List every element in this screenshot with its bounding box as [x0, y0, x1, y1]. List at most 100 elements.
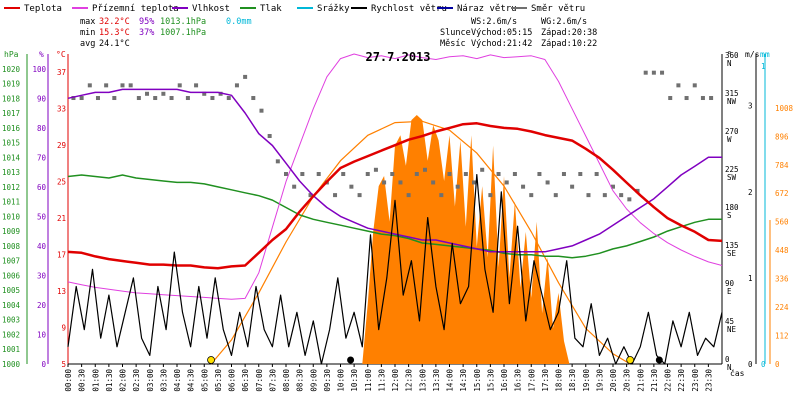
wind-direction-point [95, 96, 100, 101]
wind-direction-point [545, 180, 550, 185]
time-tick-label: 15:00 [473, 369, 482, 392]
wind-direction-point [643, 70, 648, 75]
wind-direction-point [373, 167, 378, 172]
humidity-axis-unit: % [39, 50, 44, 59]
humidity-line [67, 88, 722, 253]
direction-tick-label: SW [727, 173, 737, 182]
stat-moon-label: Měsíc [440, 39, 466, 49]
pressure-tick-label: 1016 [2, 124, 21, 133]
wind-direction-point [627, 197, 632, 202]
direction-tick-value: 180 [725, 203, 739, 212]
solar-tick-label: 672 [775, 189, 789, 198]
pressure-tick-label: 1019 [2, 80, 20, 89]
ground-temperature-line [67, 53, 723, 300]
pressure-tick-label: 1004 [2, 301, 21, 310]
pressure-tick-label: 1003 [2, 316, 20, 325]
stat-max-hum: 95% [139, 17, 154, 27]
wind-direction-point [259, 108, 264, 113]
wind-direction-point [521, 184, 526, 189]
legend-label: Náraz větru [457, 4, 517, 14]
wind-direction-point [414, 172, 419, 177]
wind-direction-point [602, 193, 607, 198]
wind-direction-point [406, 193, 411, 198]
wind-tick-label: 1 [748, 274, 753, 283]
temperature-tick-label: 9 [61, 324, 66, 333]
time-tick-label: 00:30 [78, 369, 87, 392]
direction-tick-label: NW [727, 97, 737, 106]
chart-title: 27.7.2013 [365, 50, 430, 64]
stat-max-temp: 32.2°C [99, 17, 130, 27]
wind-axis-unit: m/s [745, 50, 760, 59]
theoretical-solar-curve [210, 120, 631, 365]
stat-wg: WG:2.6m/s [541, 17, 587, 27]
temperature-tick-label: 13 [57, 287, 66, 296]
rain-tick-label: 1 [761, 62, 766, 71]
solar-tick-label: 336 [775, 275, 789, 284]
direction-tick-label: S [727, 211, 732, 220]
direction-tick-label: N [727, 59, 732, 68]
direction-tick-value: 90 [725, 279, 735, 288]
solar-tick-label: 1008 [775, 104, 794, 113]
humidity-tick-label: 10 [37, 330, 47, 339]
stat-moon-set: Západ:10:22 [541, 39, 597, 49]
time-tick-label: 04:00 [173, 369, 182, 392]
pressure-tick-label: 1007 [2, 257, 20, 266]
time-tick-label: 09:00 [309, 369, 318, 392]
stat-ws: WS:2.6m/s [471, 17, 517, 27]
wind-direction-point [341, 172, 346, 177]
time-tick-label: 17:00 [527, 369, 536, 392]
wind-direction-point [243, 74, 248, 79]
wind-direction-point [136, 96, 141, 101]
wind-tick-label: 0 [748, 360, 753, 369]
legend-label: Rychlost větru [371, 4, 447, 14]
solar-tick-label: 896 [775, 132, 789, 141]
direction-tick-label: E [727, 287, 732, 296]
wind-direction-point [308, 193, 313, 198]
direction-tick-value: 360 [725, 51, 739, 60]
wind-direction-point [684, 96, 689, 101]
temperature-tick-label: 21 [57, 214, 66, 223]
pressure-tick-label: 1017 [2, 109, 20, 118]
wind-direction-point [472, 180, 477, 185]
wind-direction-point [488, 193, 493, 198]
wind-direction-point [619, 193, 624, 198]
solar-tick-label: 560 [775, 218, 789, 227]
wind-direction-point [431, 180, 436, 185]
humidity-tick-label: 50 [37, 212, 47, 221]
legend-label: Vlhkost [192, 4, 230, 14]
time-tick-label: 08:30 [296, 369, 305, 392]
stat-max-label: max [80, 17, 95, 27]
wind-direction-point [455, 184, 460, 189]
time-tick-label: 22:30 [677, 369, 686, 392]
direction-tick-label: W [727, 135, 732, 144]
direction-tick-value: 45 [725, 317, 734, 326]
wind-direction-point [128, 83, 133, 88]
solar-radiation-area [362, 115, 570, 364]
direction-tick-value: 0 [725, 355, 730, 364]
pressure-tick-label: 1002 [2, 330, 20, 339]
time-tick-label: 10:00 [337, 369, 346, 392]
pressure-line [67, 174, 722, 259]
solar-tick-label: 224 [775, 303, 789, 312]
time-tick-label: 13:00 [418, 369, 427, 392]
wind-direction-point [71, 96, 76, 101]
wind-tick-label: 2 [748, 188, 753, 197]
wind-direction-point [333, 193, 338, 198]
pressure-tick-label: 1000 [2, 360, 21, 369]
wind-direction-point [218, 91, 223, 96]
legend-label: Směr větru [531, 4, 585, 14]
pressure-tick-label: 1001 [2, 345, 20, 354]
wind-direction-point [463, 172, 468, 177]
pressure-tick-label: 1018 [2, 94, 21, 103]
stat-sun-label: Slunce [440, 28, 471, 38]
time-tick-label: 01:30 [105, 369, 114, 392]
wind-direction-point [480, 167, 485, 172]
direction-tick-value: 270 [725, 127, 739, 136]
humidity-tick-label: 40 [37, 242, 47, 251]
wind-direction-point [635, 188, 640, 193]
rain-tick-label: 0 [761, 360, 766, 369]
wind-direction-point [390, 172, 395, 177]
humidity-tick-label: 80 [37, 124, 47, 133]
legend-label: Teplota [24, 4, 62, 14]
